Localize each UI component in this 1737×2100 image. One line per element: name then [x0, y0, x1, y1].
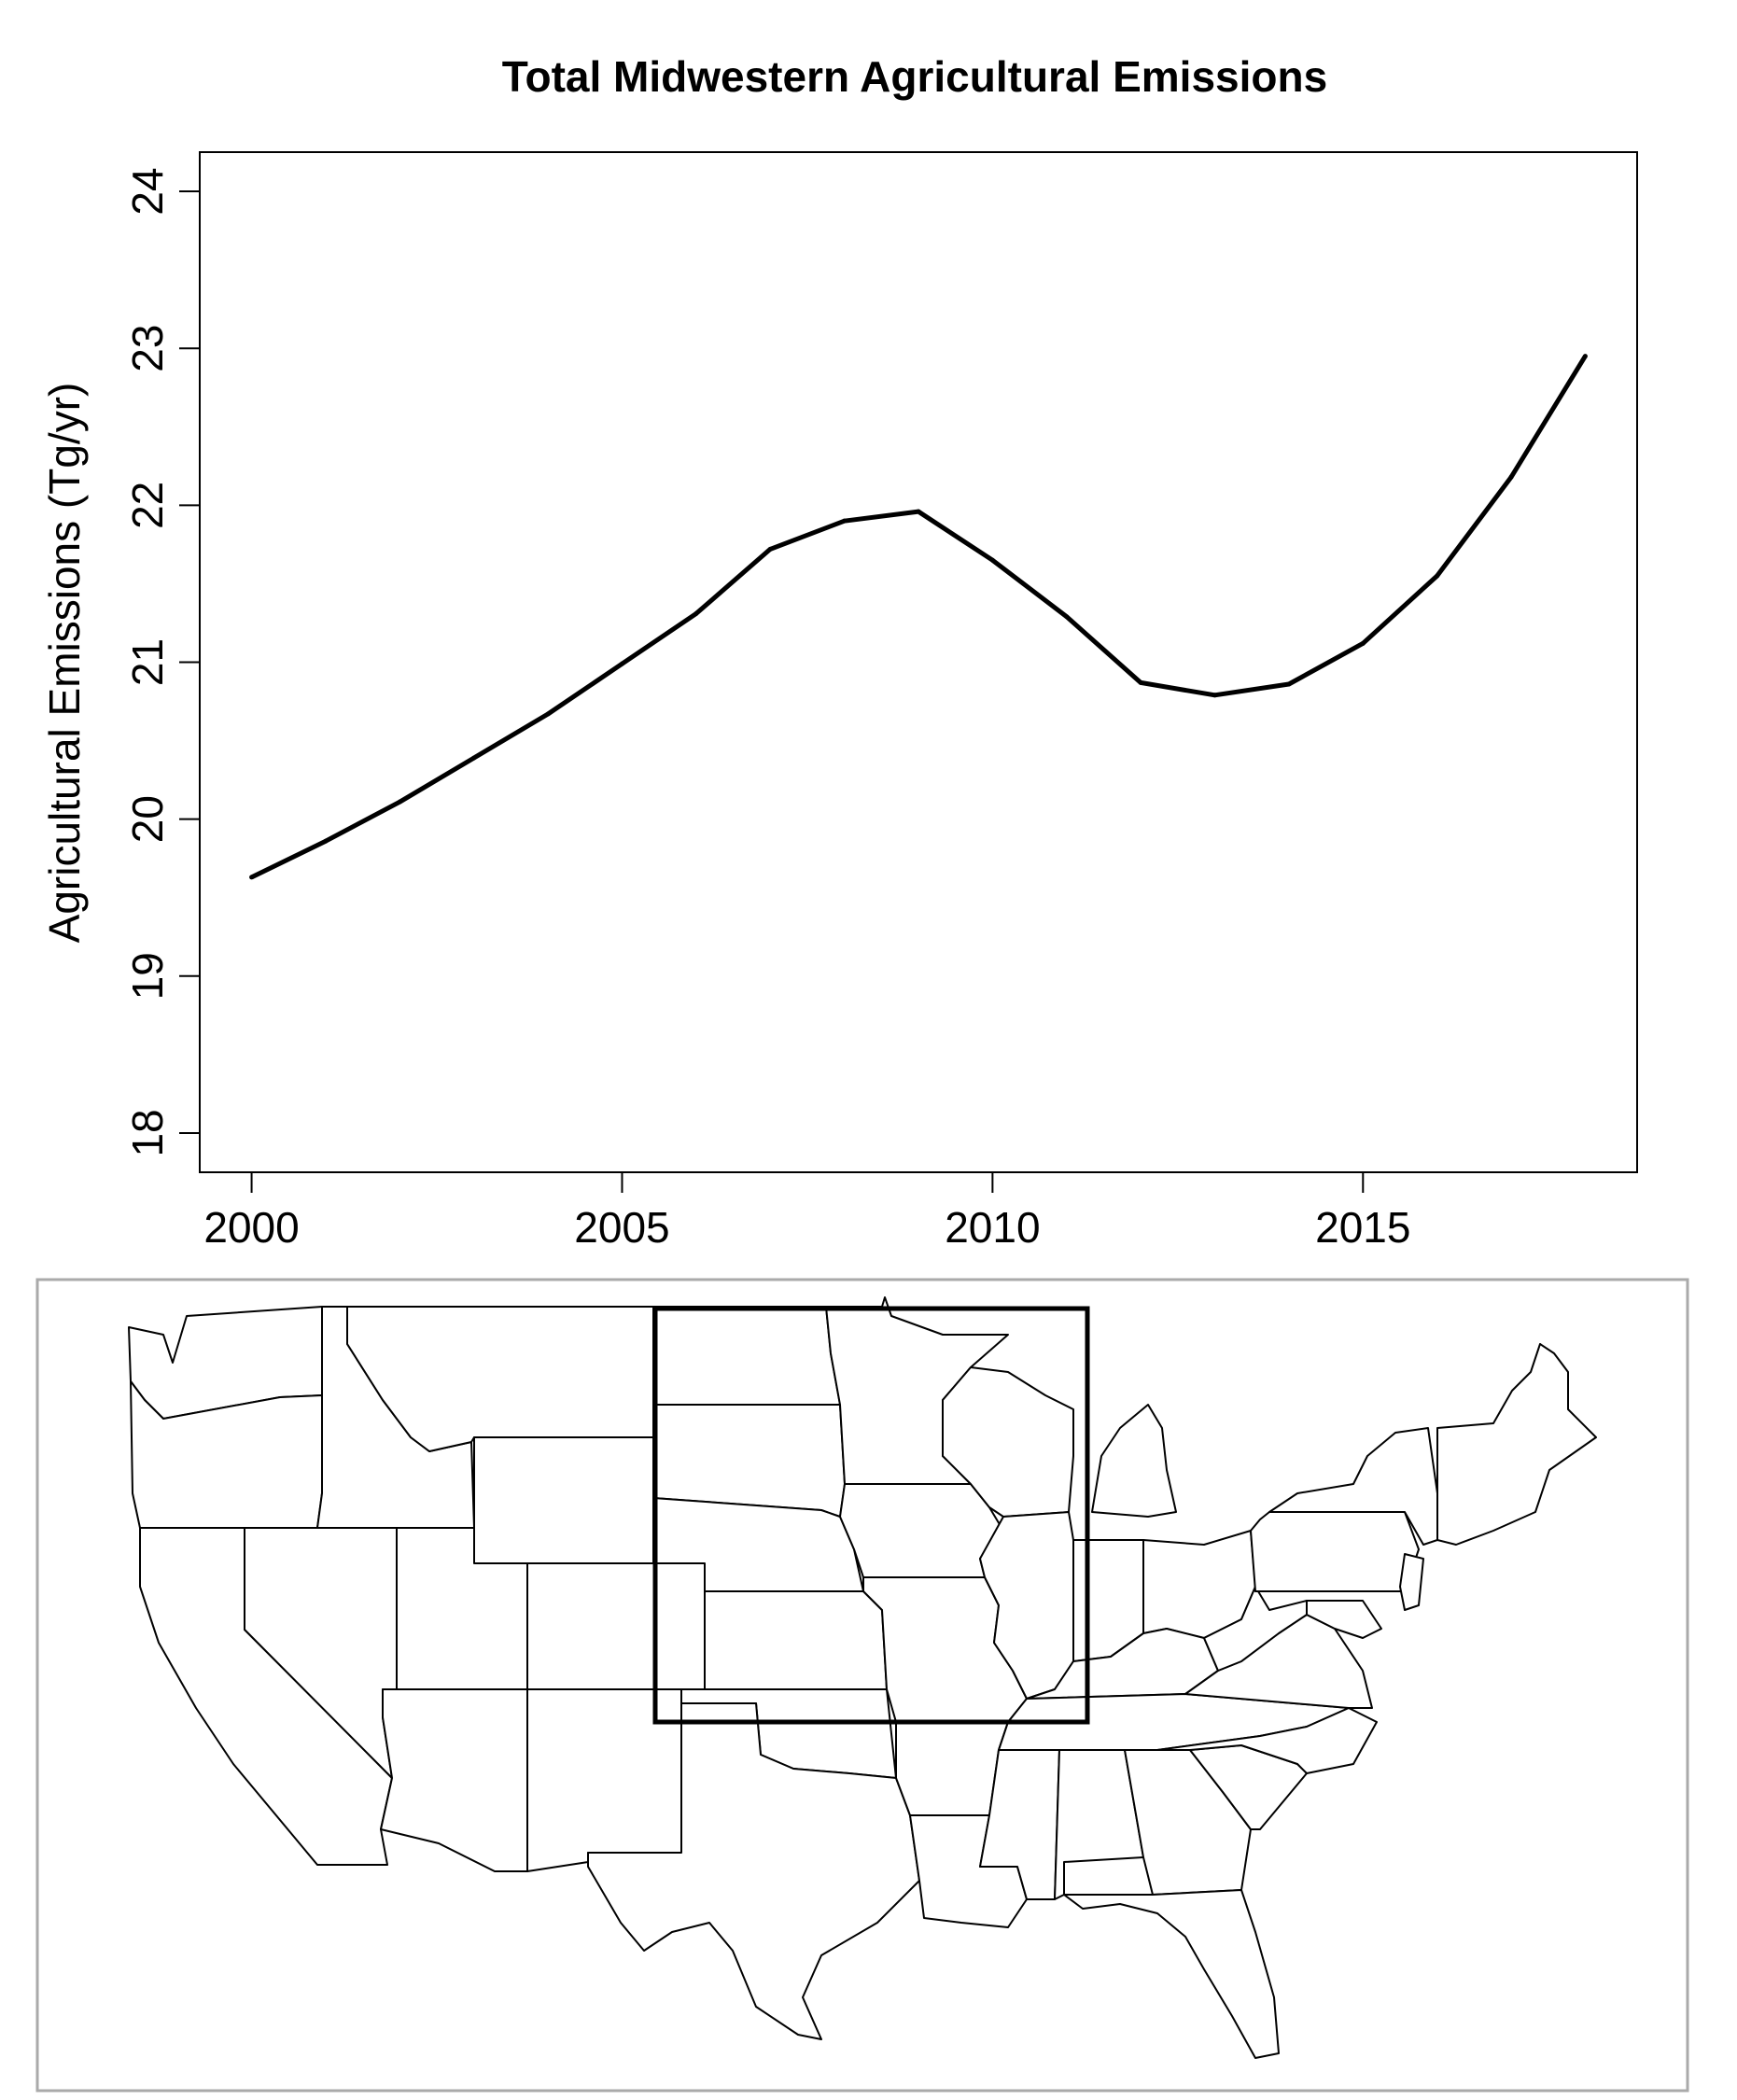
midwest-highlight-box — [652, 1306, 1090, 1725]
series-point-2006 — [693, 610, 699, 616]
series-point-2018 — [1582, 354, 1588, 359]
series-point-2010 — [989, 557, 995, 563]
series-point-2017 — [1508, 474, 1514, 480]
state-florida — [1063, 1889, 1280, 2059]
state-new-york — [1268, 1427, 1438, 1546]
y-tick-label: 22 — [123, 482, 172, 529]
series-point-2000 — [249, 875, 255, 880]
series-point-2003 — [471, 755, 477, 761]
series-point-2008 — [842, 518, 847, 524]
state-illinois — [979, 1511, 1074, 1700]
state-kansas — [704, 1590, 888, 1690]
us-map — [35, 1278, 1689, 2093]
state-new-mexico — [526, 1688, 682, 1872]
series-point-2002 — [397, 799, 402, 805]
series-point-2012 — [1138, 679, 1143, 685]
x-tick-label: 2000 — [203, 1203, 299, 1252]
y-tick-label: 21 — [123, 638, 172, 686]
state-new-england — [1436, 1343, 1597, 1546]
series-point-2015 — [1360, 640, 1366, 646]
y-tick-label: 18 — [123, 1109, 172, 1156]
series-point-2001 — [323, 838, 329, 844]
state-colorado — [526, 1562, 706, 1690]
state-new-jersey — [1399, 1553, 1424, 1611]
state-north-carolina — [1156, 1707, 1378, 1774]
central-states — [587, 1296, 1028, 2040]
chart-title: Total Midwestern Agricultural Emissions — [502, 52, 1327, 101]
state-iowa — [839, 1483, 1004, 1578]
state-north-dakota — [652, 1306, 841, 1406]
series-points — [249, 354, 1588, 880]
x-tick-label: 2005 — [574, 1203, 669, 1252]
state-maryland — [1306, 1600, 1382, 1639]
state-pennsylvania — [1250, 1511, 1420, 1592]
state-wyoming — [473, 1436, 654, 1564]
plot-frame — [199, 151, 1638, 1173]
x-tick-label: 2015 — [1315, 1203, 1410, 1252]
series-point-2014 — [1286, 681, 1292, 687]
series-point-2007 — [767, 546, 773, 552]
state-michigan — [1091, 1404, 1177, 1518]
y-tick-label: 23 — [123, 325, 172, 372]
state-wisconsin — [942, 1366, 1074, 1518]
series-point-2011 — [1064, 614, 1070, 620]
series-point-2013 — [1212, 693, 1218, 698]
y-tick-label: 19 — [123, 952, 172, 1000]
east-states — [942, 1343, 1597, 2059]
series-line — [250, 355, 1588, 880]
state-texas — [587, 1702, 920, 2040]
y-tick-label: 24 — [123, 167, 172, 215]
y-axis: 18 19 20 21 22 23 24 — [123, 167, 200, 1157]
y-tick-label: 20 — [123, 795, 172, 843]
x-tick-label: 2010 — [945, 1203, 1040, 1252]
series-point-2005 — [619, 661, 624, 666]
west-states — [128, 1306, 706, 1872]
series-point-2009 — [916, 509, 921, 514]
series-point-2016 — [1435, 573, 1440, 579]
x-axis: 2000 2005 2010 2015 — [203, 1172, 1410, 1252]
y-axis-label: Agricultural Emissions (Tg/yr) — [40, 383, 89, 944]
series-point-2004 — [545, 711, 551, 717]
